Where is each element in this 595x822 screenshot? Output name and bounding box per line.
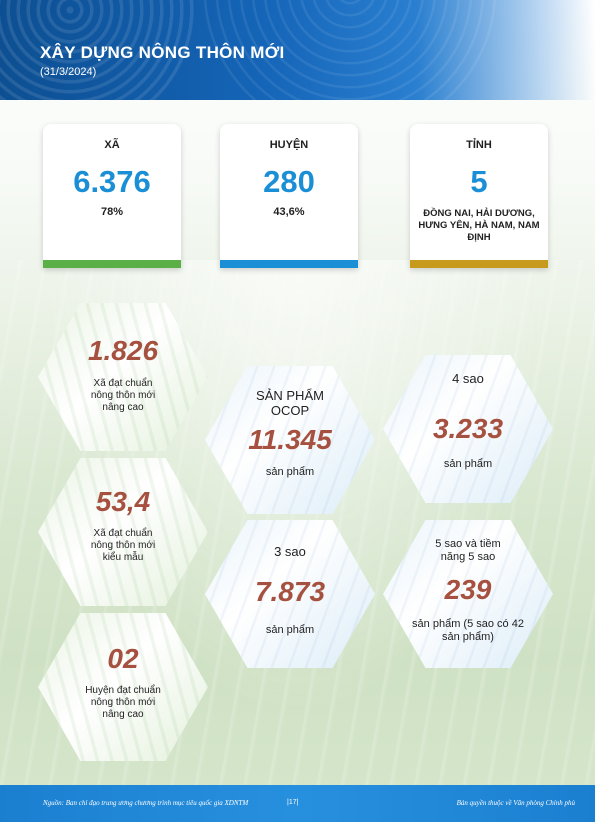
hex-value: 7.873 [254,576,326,607]
hex-footer: sản phẩm [443,458,493,470]
hex-description: Xã đạt chuẩn nông thôn mới nâng cao [90,378,156,413]
card-percent: 78% [100,206,124,218]
hex-huyen-nang-cao: 02 Huyện đạt chuẩn nông thôn mới nâng ca… [38,613,208,761]
card-value: 6.376 [73,164,151,199]
province-list: ĐỒNG NAI, HẢI DƯƠNG, HƯNG YÊN, HÀ NAM, N… [418,208,540,243]
hex-value: 3.233 [432,413,504,444]
hex-heading: 4 sao [452,371,484,386]
hex-value: 239 [444,574,492,605]
page-title: XÂY DỰNG NÔNG THÔN MỚI [40,43,285,62]
stat-card-huyen: HUYỆN 280 43,6% [220,124,358,268]
drum-pattern-decoration [0,0,200,100]
stat-card-xa: XÃ 6.376 78% [43,124,181,268]
hex-description: Huyện đạt chuẩn nông thôn mới nâng cao [85,685,161,720]
hex-value: 11.345 [248,424,332,455]
page-number: |17| [287,799,299,806]
card-value: 280 [263,164,315,199]
page-date: (31/3/2024) [40,66,97,78]
hex-ocop-3-sao: 3 sao 7.873 sản phẩm [205,520,375,668]
hex-footer: sản phẩm (5 sao có 42 sản phẩm) [412,618,524,643]
hex-heading: 5 sao và tiềm năng 5 sao [435,538,501,563]
card-accent-bar [43,260,181,268]
card-accent-bar [410,260,548,268]
page-header: XÂY DỰNG NÔNG THÔN MỚI (31/3/2024) [0,0,595,100]
hex-value: 02 [107,643,139,674]
hex-value: 1.826 [87,335,159,366]
card-percent: 43,6% [273,206,305,218]
source-note: Nguồn: Ban chỉ đạo trung ương chương trì… [43,799,249,807]
card-value: 5 [470,164,488,199]
drum-pattern-decoration-2 [200,0,500,100]
hex-description: Xã đạt chuẩn nông thôn mới kiểu mẫu [90,528,156,563]
page-footer: Nguồn: Ban chỉ đạo trung ương chương trì… [0,785,595,822]
hex-footer: sản phẩm [265,466,315,478]
card-label: TỈNH [466,139,492,151]
card-label: HUYỆN [269,139,309,151]
card-label: XÃ [104,139,120,151]
stat-card-tinh: TỈNH 5 ĐỒNG NAI, HẢI DƯƠNG, HƯNG YÊN, HÀ… [410,124,548,268]
card-accent-bar [220,260,358,268]
hex-heading: 3 sao [274,544,306,559]
copyright-note: Bản quyền thuộc về Văn phòng Chính phủ [456,799,575,807]
hex-value: 53,4 [95,486,151,517]
hex-footer: sản phẩm [265,624,315,636]
hex-heading: SẢN PHẨM OCOP [256,388,324,418]
